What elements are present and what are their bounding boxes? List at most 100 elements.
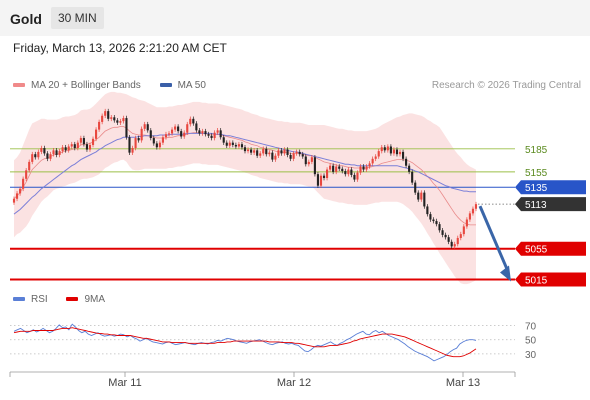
candle-body <box>368 163 371 167</box>
candle-body <box>289 154 292 159</box>
candle-body <box>344 171 347 175</box>
price-levels: 5185 5155 5135 5113 5055 5015 <box>10 145 586 287</box>
candle-body <box>70 144 73 147</box>
candle-body <box>447 237 450 242</box>
candle-body <box>149 130 152 139</box>
candle-body <box>456 237 459 245</box>
candle-body <box>219 130 222 138</box>
candle-body <box>43 148 46 154</box>
level-tag-text-5113: 5113 <box>525 200 547 211</box>
candle-body <box>19 188 22 194</box>
legend-item-rsi-ma: 9MA <box>66 294 105 305</box>
candle-body <box>98 121 101 130</box>
level-tag-text-5015: 5015 <box>525 275 548 286</box>
candle-body <box>395 149 399 155</box>
candle-body <box>253 150 256 153</box>
candle-body <box>359 166 362 173</box>
candle-body <box>444 234 447 238</box>
candle-body <box>432 219 435 222</box>
candle-body <box>250 149 253 153</box>
candle-body <box>88 144 92 150</box>
instrument-title: Gold <box>10 11 42 27</box>
legend-swatch-ma50 <box>159 83 172 88</box>
legend-item-ma50: MA 50 <box>159 80 206 91</box>
candle-body <box>37 151 40 158</box>
header-bar: Gold 30 MIN <box>0 0 590 36</box>
candle-body <box>25 170 28 179</box>
ma50-line <box>13 132 476 215</box>
candle-body <box>350 169 353 175</box>
legend-item-rsi: RSI <box>13 294 48 305</box>
candle-body <box>243 147 247 152</box>
candle-body <box>55 150 58 155</box>
candle-body <box>474 204 478 209</box>
rsi-tick-label-70: 70 <box>525 322 537 333</box>
candle-body <box>417 192 420 200</box>
candle-body <box>335 166 338 172</box>
candle-body <box>34 154 37 158</box>
candle-body <box>411 171 414 183</box>
candle-body <box>137 138 140 141</box>
candle-body <box>167 133 171 135</box>
candle-body <box>180 131 183 137</box>
candle-body <box>386 146 389 151</box>
candle-body <box>304 156 307 165</box>
bollinger-band-area <box>14 91 476 285</box>
legend-label-ma20: MA 20 + Bollinger Bands <box>31 80 141 91</box>
candle-body <box>67 146 70 151</box>
credit-label: Research © 2026 Trading Central <box>431 80 581 91</box>
candle-body <box>292 153 295 159</box>
candle-body <box>401 151 405 159</box>
candle-body <box>134 138 137 149</box>
candle-body <box>438 224 441 231</box>
candle-body <box>152 138 155 144</box>
candle-body <box>131 148 134 153</box>
level-tag-text-5135: 5135 <box>525 183 548 194</box>
candle-body <box>104 111 107 116</box>
timeframe-badge[interactable]: 30 MIN <box>51 7 104 29</box>
candle-body <box>22 178 25 189</box>
candle-body <box>322 175 326 179</box>
candle-body <box>107 111 110 119</box>
candle-body <box>119 121 122 123</box>
candle-body <box>143 124 146 129</box>
candle-body <box>310 157 313 162</box>
candle-body <box>79 138 82 143</box>
candle-body <box>338 166 341 169</box>
candle-body <box>12 198 16 203</box>
candle-body <box>207 134 210 136</box>
candle-body <box>471 208 475 214</box>
rsi-panel: 70 50 30 <box>10 322 537 362</box>
candle-body <box>374 156 377 159</box>
candle-body <box>228 142 231 146</box>
candle-body <box>377 151 380 157</box>
candle-body <box>186 124 189 133</box>
candle-body <box>174 126 177 130</box>
candle-body <box>389 146 392 154</box>
candle-body <box>161 137 164 143</box>
candle-body <box>420 192 423 200</box>
candle-body <box>414 182 417 193</box>
legend-label-rsi-ma: 9MA <box>84 294 106 305</box>
candle-body <box>398 151 402 155</box>
candle-body <box>146 124 149 131</box>
rsi-line <box>13 323 477 362</box>
level-tag-5015 <box>515 272 586 287</box>
candle-body <box>462 226 465 235</box>
candle-body <box>332 165 335 172</box>
candle-body <box>64 147 67 151</box>
candle-body <box>295 151 298 154</box>
candle-body <box>82 138 85 145</box>
candle-body <box>116 120 119 123</box>
candle-body <box>198 130 201 134</box>
candle-body <box>210 135 213 139</box>
candle-body <box>329 165 332 170</box>
candle-body <box>435 221 438 225</box>
candle-body <box>49 154 52 159</box>
candle-body <box>371 158 374 164</box>
time-axis-label: Mar 13 <box>446 377 480 389</box>
candle-body <box>271 152 274 160</box>
forecast-arrow-head <box>500 265 511 282</box>
candle-body <box>450 241 453 247</box>
